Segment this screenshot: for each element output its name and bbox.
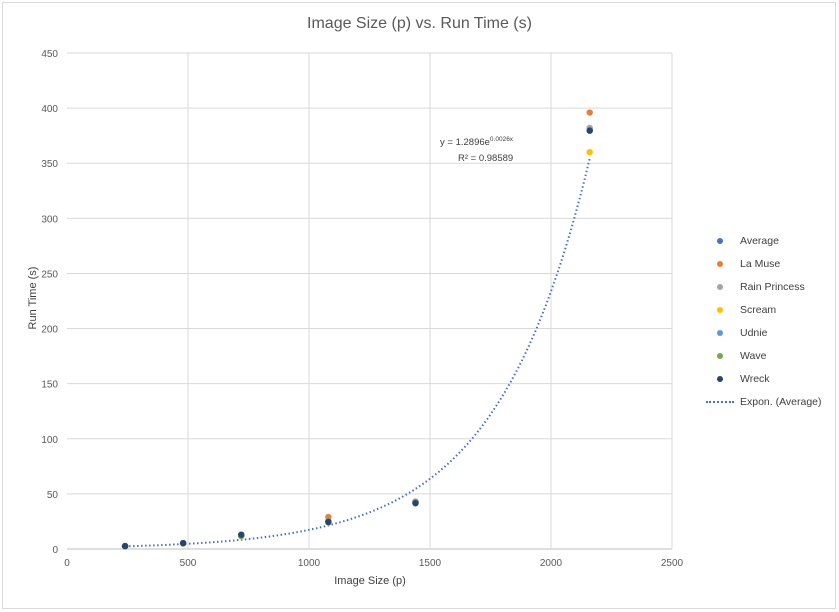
legend-marker-udnie: [717, 330, 723, 336]
x-tick-label-2: 1000: [298, 558, 321, 569]
chart-legend: Average La Muse Rain Princess Scream Udn…: [706, 233, 822, 417]
trendline-formula: y = 1.2896e0.0026x: [440, 132, 560, 151]
trendline-formula-exponent: 0.0026x: [489, 136, 514, 143]
y-axis-label: Run Time (s): [27, 266, 39, 330]
legend-label-trendline: Expon. (Average): [740, 396, 822, 408]
trendline-path: [125, 158, 591, 548]
legend-label-rain-princess: Rain Princess: [740, 281, 805, 293]
legend-item-rain-princess: Rain Princess: [706, 279, 822, 302]
y-tick-label-0: 0: [52, 545, 58, 556]
legend-item-trendline: Expon. (Average): [706, 394, 822, 417]
y-tick-label-1: 50: [47, 490, 59, 501]
legend-item-scream: Scream: [706, 302, 822, 325]
legend-marker-scream: [717, 307, 723, 313]
point-wreck-5: [586, 127, 593, 134]
x-tick-label-1: 500: [180, 558, 197, 569]
point-wreck-0: [121, 542, 129, 550]
trendline-r-squared: R² = 0.98589: [458, 153, 514, 165]
point-wreck-3: [325, 518, 332, 526]
x-tick-label-3: 1500: [419, 558, 442, 569]
point-scream-5: [586, 149, 593, 156]
legend-item-wreck: Wreck: [706, 371, 822, 394]
point-la-muse-5: [586, 109, 593, 116]
y-tick-label-4: 200: [41, 325, 58, 336]
trendline-equation: y = 1.2896e0.0026x R² = 0.98589: [440, 132, 560, 167]
legend-marker-average: [717, 238, 723, 244]
point-wreck-2: [238, 531, 245, 538]
x-tick-label-4: 2000: [540, 558, 563, 569]
legend-label-wave: Wave: [740, 350, 767, 362]
legend-marker-trendline: [706, 401, 734, 403]
legend-marker-la-muse: [717, 261, 723, 267]
y-tick-label-9: 450: [41, 49, 58, 60]
legend-item-average: Average: [706, 233, 822, 256]
y-tick-label-6: 300: [41, 214, 58, 225]
legend-label-wreck: Wreck: [740, 373, 770, 385]
y-tick-label-2: 100: [41, 435, 58, 446]
legend-item-wave: Wave: [706, 348, 822, 371]
y-tick-label-3: 150: [41, 380, 58, 391]
chart-title: Image Size (p) vs. Run Time (s): [307, 15, 532, 32]
legend-marker-wreck: [717, 376, 723, 382]
legend-label-udnie: Udnie: [740, 327, 768, 339]
y-tick-label-5: 250: [41, 269, 58, 280]
legend-label-la-muse: La Muse: [740, 258, 781, 270]
x-tick-label-5: 2500: [661, 558, 684, 569]
trendline-formula-base: y = 1.2896e: [440, 137, 490, 149]
x-axis-label: Image Size (p): [334, 575, 406, 587]
legend-marker-rain-princess: [717, 284, 723, 290]
legend-item-udnie: Udnie: [706, 325, 822, 348]
legend-label-scream: Scream: [740, 304, 777, 316]
x-tick-label-0: 0: [64, 558, 70, 569]
y-tick-label-8: 400: [41, 104, 58, 115]
y-tick-label-7: 350: [41, 159, 58, 170]
legend-label-average: Average: [740, 235, 779, 247]
legend-marker-wave: [717, 353, 723, 359]
point-wreck-1: [179, 539, 187, 547]
point-wreck-4: [412, 500, 419, 507]
legend-item-la-muse: La Muse: [706, 256, 822, 279]
